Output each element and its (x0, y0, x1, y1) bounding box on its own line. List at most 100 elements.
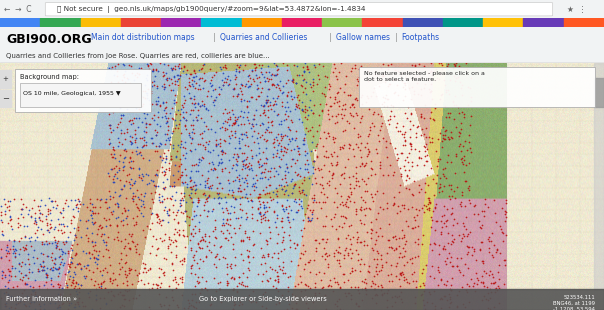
Point (37, 219, 47, 224)
Point (170, 197, 180, 202)
Point (424, 205, 434, 210)
Point (487, 230, 497, 235)
Point (198, 142, 207, 147)
Point (374, 83, 384, 88)
Point (43, 275, 53, 280)
Point (276, 183, 286, 188)
Point (91, 219, 100, 224)
Point (86, 212, 95, 217)
Point (349, 235, 358, 240)
Point (210, 97, 219, 102)
Point (231, 119, 240, 124)
Point (345, 186, 355, 191)
Point (379, 72, 388, 77)
Point (259, 212, 269, 217)
Point (251, 181, 260, 186)
Point (66, 255, 76, 260)
Point (90, 242, 100, 247)
Point (493, 270, 503, 275)
Point (269, 152, 278, 157)
Point (414, 155, 424, 160)
Point (464, 160, 474, 165)
Point (452, 221, 461, 226)
Point (398, 272, 408, 277)
Point (196, 132, 205, 137)
Point (225, 123, 234, 128)
Point (115, 289, 124, 294)
Point (291, 169, 300, 174)
Point (223, 82, 233, 87)
Point (336, 193, 345, 198)
Point (368, 280, 378, 285)
Point (185, 175, 195, 180)
Point (218, 150, 228, 155)
Point (152, 129, 162, 134)
Point (184, 215, 194, 219)
Point (271, 153, 281, 158)
Point (25, 295, 34, 300)
Point (162, 119, 172, 124)
Point (217, 255, 227, 260)
Point (59, 206, 68, 211)
Point (280, 145, 289, 150)
Point (458, 231, 467, 236)
Point (141, 191, 150, 196)
Point (501, 201, 511, 206)
Point (100, 199, 110, 204)
Point (313, 199, 323, 204)
Point (360, 145, 370, 150)
Point (238, 283, 248, 288)
Point (0, 219, 7, 224)
Point (501, 198, 510, 203)
Point (173, 63, 183, 68)
Point (39, 267, 49, 272)
Point (224, 170, 234, 175)
Point (295, 191, 305, 196)
Point (273, 94, 283, 99)
Point (327, 224, 336, 228)
Point (276, 132, 286, 137)
Point (438, 245, 448, 250)
Point (35, 211, 45, 216)
Point (43, 254, 53, 259)
Point (233, 63, 242, 68)
Point (165, 111, 175, 116)
Point (205, 67, 215, 72)
Point (410, 215, 419, 219)
Point (426, 61, 436, 66)
Point (169, 210, 178, 215)
Point (328, 288, 338, 293)
Point (1, 290, 10, 294)
Point (433, 157, 443, 162)
Point (413, 224, 423, 228)
Point (129, 166, 138, 171)
Point (300, 153, 309, 158)
Point (164, 235, 174, 240)
Point (121, 272, 130, 277)
Point (19, 299, 29, 303)
Point (168, 88, 178, 93)
Point (248, 77, 257, 82)
Point (363, 152, 373, 157)
Point (280, 146, 289, 151)
Point (234, 68, 243, 73)
Point (178, 179, 187, 184)
Point (199, 62, 209, 67)
Point (193, 198, 202, 203)
Point (383, 67, 393, 72)
Point (54, 286, 63, 291)
Point (258, 213, 268, 218)
Point (98, 254, 108, 259)
Point (129, 181, 139, 186)
Point (365, 159, 375, 164)
Point (318, 143, 327, 148)
Text: 523534.111
BNG46, at 1199
-1.1208, 53.594: 523534.111 BNG46, at 1199 -1.1208, 53.59… (553, 295, 595, 310)
Point (130, 193, 140, 198)
Point (0, 290, 9, 295)
Point (281, 108, 291, 113)
Point (145, 266, 155, 271)
Point (369, 123, 379, 128)
Point (171, 243, 181, 248)
Point (236, 121, 246, 126)
Point (214, 196, 223, 201)
